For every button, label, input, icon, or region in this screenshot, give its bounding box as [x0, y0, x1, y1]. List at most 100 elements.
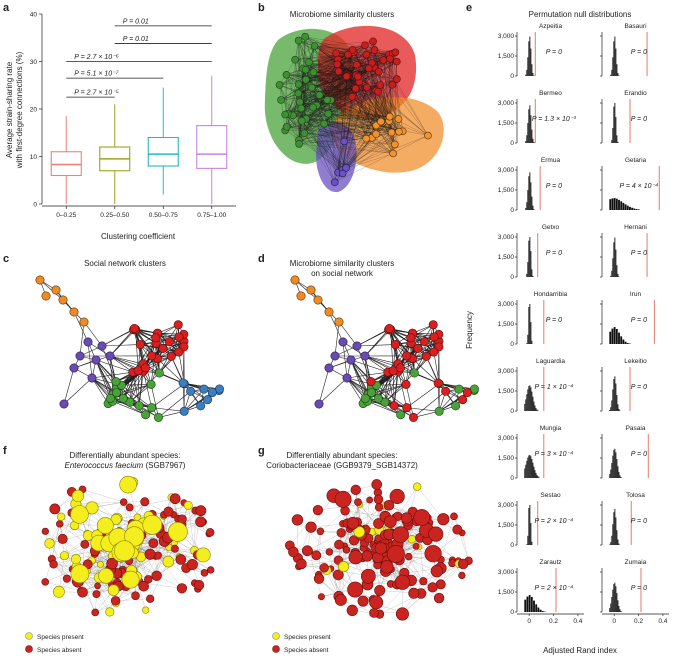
network-node-absent [427, 582, 438, 593]
histogram-bar [611, 270, 613, 277]
network-edge [304, 36, 320, 96]
network-edge [285, 114, 343, 174]
network-edge [83, 321, 103, 347]
network-edge [289, 510, 319, 546]
network-node-red [173, 320, 183, 330]
histogram-bar [622, 339, 625, 344]
network-node-red [413, 343, 423, 353]
x-tick-label: 0.4 [573, 618, 582, 625]
network-edge [285, 114, 300, 141]
network-node-purple [59, 399, 69, 409]
network-edge [396, 79, 400, 132]
network-node-green [147, 403, 157, 413]
network-edge [355, 88, 390, 122]
histogram-title: Basauri [624, 23, 646, 30]
network-node-green [297, 117, 306, 125]
network-node-absent [49, 503, 61, 515]
network-edge [305, 91, 379, 120]
histogram-bar [620, 201, 623, 210]
network-edge [327, 99, 367, 139]
histogram-bar [626, 205, 629, 210]
network-edge [301, 71, 379, 109]
network-edge [279, 68, 304, 86]
histogram-bar [613, 242, 615, 277]
network-edge [298, 84, 356, 89]
network-edge [357, 76, 367, 139]
network-node-absent [62, 574, 71, 583]
histogram-sestao: Sestao 0 1,500 3,000 P = 2 × 10⁻⁴ [498, 492, 574, 549]
panel-f-title-line1: Differentially abundant species: [69, 451, 180, 460]
panel-f-title-species: Enterococcus faecium [65, 461, 144, 470]
network-edge [352, 96, 395, 145]
histogram-p-label: P = 0 [546, 49, 562, 56]
network-edge [338, 71, 368, 88]
network-edge [298, 40, 302, 109]
histogram-title: Hernani [624, 224, 647, 231]
network-node-red [441, 386, 451, 396]
histogram-bar [532, 462, 534, 478]
network-edge [324, 91, 379, 124]
histogram-title: Irun [630, 291, 642, 298]
network-edge [337, 59, 357, 76]
network-edge [50, 542, 68, 579]
network-node-orange [387, 128, 396, 137]
network-edge [129, 372, 160, 403]
network-edge [328, 113, 339, 173]
network-edge [346, 377, 364, 404]
network-node-orange [334, 317, 344, 327]
network-edge [337, 64, 369, 69]
network-node-red [388, 80, 397, 89]
network-node-absent [291, 514, 304, 526]
histogram-bar [613, 450, 615, 478]
network-edge [389, 61, 397, 117]
histogram-title: Lekeitio [624, 358, 647, 365]
network-node-absent [146, 594, 155, 603]
network-edge [298, 40, 353, 97]
network-edge [308, 62, 397, 80]
network-node-green [146, 379, 156, 389]
network-edge [304, 45, 366, 134]
network-edge [344, 53, 393, 142]
histogram-bar [529, 172, 531, 210]
histogram-bar [526, 544, 528, 545]
network-node-purple [330, 351, 340, 361]
network-edge [342, 87, 368, 174]
histogram-bar [613, 106, 615, 143]
network-edge [342, 131, 400, 171]
network-node-red [419, 337, 429, 347]
network-node-present [96, 560, 104, 568]
network-node-green [360, 393, 370, 403]
histogram-bar [531, 541, 533, 545]
y-tick-label: 1,500 [498, 321, 515, 328]
network-edge [327, 99, 400, 132]
network-node-red [147, 351, 157, 361]
network-node-red [333, 60, 342, 69]
network-node-green [118, 393, 128, 403]
network-edge [178, 351, 185, 384]
network-edge [305, 118, 392, 133]
histogram-bar [535, 408, 537, 411]
network-edge [279, 84, 286, 131]
network-node-absent [357, 595, 369, 607]
network-node-absent [369, 608, 379, 618]
network-edge [350, 359, 366, 399]
histogram-bar [535, 604, 538, 612]
histogram-bar [616, 530, 618, 545]
network-node-absent [380, 560, 394, 574]
histogram-p-label: P = 0 [546, 317, 562, 324]
network-node-absent [125, 503, 134, 512]
network-edge [392, 370, 395, 406]
network-edge [285, 130, 347, 168]
histogram-bar [531, 340, 533, 344]
network-edge [338, 71, 367, 139]
network-edge [342, 91, 379, 170]
histogram-bar [528, 240, 530, 277]
histogram-bar [620, 611, 622, 612]
network-node-present [70, 554, 81, 565]
network-node-purple [330, 178, 339, 187]
histogram-bar [536, 409, 538, 411]
network-edge [327, 62, 372, 101]
x-tick-label: 0.4 [658, 618, 667, 625]
network-node-orange [391, 140, 399, 149]
histogram-p-label: P = 1 × 10⁻⁴ [534, 384, 573, 391]
